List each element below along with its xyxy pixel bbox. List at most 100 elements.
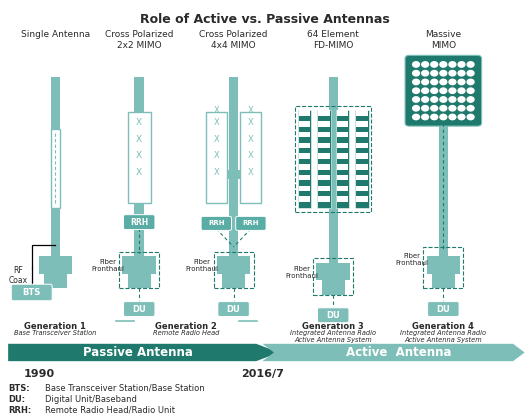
Circle shape bbox=[440, 114, 447, 120]
Text: RF
Coax: RF Coax bbox=[9, 265, 28, 285]
FancyBboxPatch shape bbox=[317, 308, 349, 323]
FancyBboxPatch shape bbox=[236, 216, 266, 231]
Bar bbox=[39, 257, 72, 274]
Bar bbox=[298, 153, 310, 159]
Circle shape bbox=[431, 88, 438, 93]
FancyBboxPatch shape bbox=[428, 302, 459, 317]
Bar bbox=[128, 113, 151, 204]
Bar bbox=[356, 186, 368, 191]
Text: DU:: DU: bbox=[8, 395, 25, 404]
Circle shape bbox=[440, 62, 447, 67]
Bar bbox=[297, 110, 311, 207]
Bar bbox=[329, 77, 338, 263]
Bar bbox=[337, 132, 348, 137]
Circle shape bbox=[413, 79, 419, 85]
Text: 2016/7: 2016/7 bbox=[242, 369, 284, 379]
Bar bbox=[298, 143, 310, 148]
Circle shape bbox=[449, 105, 456, 111]
Bar bbox=[337, 110, 348, 116]
Text: Fiber
Fronthaul: Fiber Fronthaul bbox=[285, 265, 318, 278]
Circle shape bbox=[449, 97, 456, 102]
Bar bbox=[313, 258, 353, 294]
Text: BTS:: BTS: bbox=[8, 383, 30, 393]
Text: X: X bbox=[136, 118, 142, 127]
Text: Generation 3: Generation 3 bbox=[302, 322, 364, 331]
Circle shape bbox=[467, 105, 474, 111]
Circle shape bbox=[467, 114, 474, 120]
Text: X: X bbox=[248, 106, 254, 115]
Circle shape bbox=[431, 62, 438, 67]
Circle shape bbox=[422, 114, 429, 120]
Circle shape bbox=[458, 62, 465, 67]
Circle shape bbox=[458, 79, 465, 85]
Bar bbox=[298, 132, 310, 137]
Text: X: X bbox=[136, 106, 142, 115]
FancyBboxPatch shape bbox=[201, 216, 232, 231]
Circle shape bbox=[440, 105, 447, 111]
Text: 64 Element
FD-MIMO: 64 Element FD-MIMO bbox=[307, 30, 359, 50]
Circle shape bbox=[413, 114, 419, 120]
Circle shape bbox=[467, 97, 474, 102]
Text: X: X bbox=[136, 151, 142, 160]
Text: Single Antenna: Single Antenna bbox=[21, 30, 90, 39]
Text: DU: DU bbox=[227, 304, 241, 313]
Bar bbox=[356, 153, 368, 159]
Text: Generation 1: Generation 1 bbox=[24, 322, 86, 331]
Circle shape bbox=[422, 88, 429, 93]
Text: RRH:: RRH: bbox=[8, 406, 31, 415]
Text: X: X bbox=[214, 118, 219, 127]
Bar bbox=[318, 153, 330, 159]
Bar bbox=[356, 164, 368, 170]
Text: DU: DU bbox=[326, 311, 340, 320]
Bar bbox=[241, 113, 261, 204]
Circle shape bbox=[467, 71, 474, 76]
Bar bbox=[355, 110, 369, 207]
Text: X: X bbox=[248, 168, 254, 177]
Text: Active  Antenna: Active Antenna bbox=[346, 346, 452, 359]
Circle shape bbox=[458, 105, 465, 111]
Bar bbox=[206, 113, 227, 204]
Text: X: X bbox=[248, 118, 254, 127]
Circle shape bbox=[458, 97, 465, 102]
Circle shape bbox=[413, 105, 419, 111]
Bar bbox=[318, 121, 330, 126]
Bar bbox=[119, 252, 159, 289]
Bar bbox=[298, 164, 310, 170]
Bar bbox=[128, 273, 151, 289]
Text: Generation 4: Generation 4 bbox=[412, 322, 474, 331]
Text: Digital Unit/Baseband: Digital Unit/Baseband bbox=[45, 395, 137, 404]
Circle shape bbox=[467, 88, 474, 93]
Bar bbox=[317, 110, 331, 207]
Text: Role of Active vs. Passive Antennas: Role of Active vs. Passive Antennas bbox=[140, 13, 390, 26]
Bar bbox=[337, 143, 348, 148]
Bar bbox=[322, 279, 344, 294]
Bar bbox=[318, 132, 330, 137]
Circle shape bbox=[422, 97, 429, 102]
Bar bbox=[222, 273, 245, 289]
Bar bbox=[337, 175, 348, 180]
Bar bbox=[356, 197, 368, 202]
Circle shape bbox=[413, 71, 419, 76]
Text: Base Transceiver Station: Base Transceiver Station bbox=[14, 330, 96, 336]
Text: X: X bbox=[214, 151, 219, 160]
Circle shape bbox=[467, 79, 474, 85]
Text: DU: DU bbox=[436, 304, 450, 313]
Circle shape bbox=[458, 71, 465, 76]
Bar bbox=[318, 197, 330, 202]
Bar bbox=[318, 186, 330, 191]
Text: X: X bbox=[214, 106, 219, 115]
Bar bbox=[214, 252, 253, 289]
Text: Remote Radio Head: Remote Radio Head bbox=[153, 330, 219, 336]
Text: Massive
MIMO: Massive MIMO bbox=[425, 30, 462, 50]
Circle shape bbox=[458, 114, 465, 120]
Bar bbox=[356, 143, 368, 148]
Bar bbox=[337, 121, 348, 126]
Circle shape bbox=[440, 88, 447, 93]
Circle shape bbox=[431, 97, 438, 102]
Text: Fiber
Fronthaul: Fiber Fronthaul bbox=[395, 253, 428, 266]
Text: Fiber
Fronthaul: Fiber Fronthaul bbox=[91, 260, 124, 272]
Circle shape bbox=[440, 71, 447, 76]
Circle shape bbox=[449, 114, 456, 120]
Polygon shape bbox=[262, 344, 525, 361]
Circle shape bbox=[413, 88, 419, 93]
